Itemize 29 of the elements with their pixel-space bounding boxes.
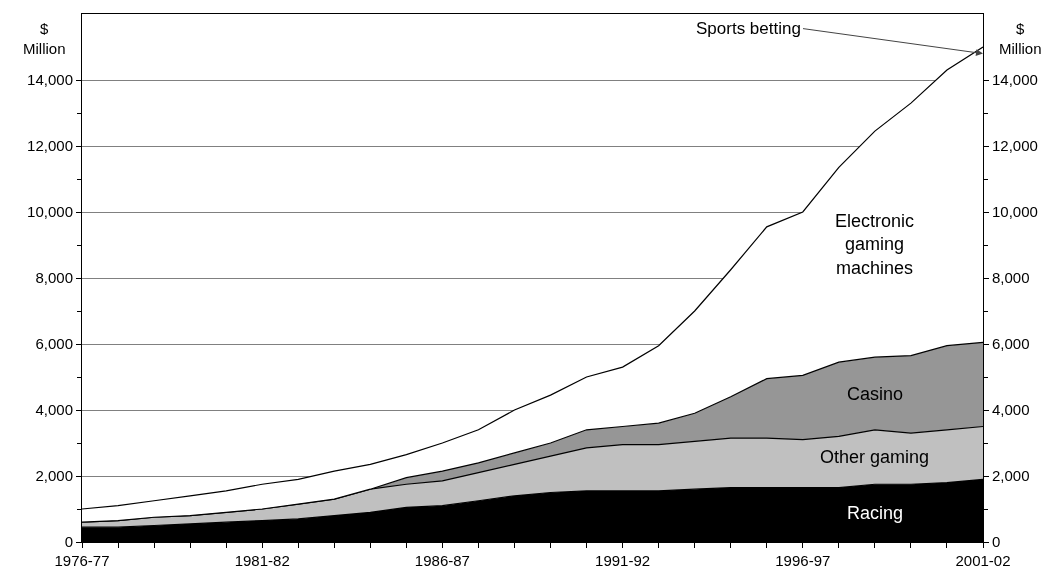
y-tick-label: 10,000: [27, 203, 73, 221]
annotation: Sports betting: [696, 19, 801, 38]
series-label: Casino: [847, 384, 904, 404]
series-label: Racing: [847, 503, 904, 523]
y2-tick-label: 10,000: [992, 203, 1038, 221]
x-tick-label: 1976-77: [54, 552, 110, 569]
y2-tick-label: 14,000: [992, 71, 1038, 89]
x-tick-label: 2001-02: [955, 552, 1011, 569]
y-tick-label: 0: [64, 533, 73, 551]
y-tick-label: 2,000: [35, 467, 73, 485]
series-label: Electronic gaming machines: [835, 211, 915, 278]
x-tick-label: 1981-82: [234, 552, 290, 569]
y2-tick-label: 4,000: [992, 401, 1030, 419]
y2-tick-label: 8,000: [992, 269, 1030, 287]
y-tick-label: 4,000: [35, 401, 73, 419]
y-axis-title: $ Million: [23, 20, 66, 57]
y-tick-label: 12,000: [27, 137, 73, 155]
series-label: Other gaming: [820, 447, 930, 467]
y2-tick-label: 2,000: [992, 467, 1030, 485]
x-tick-label: 1996-97: [775, 552, 831, 569]
y2-tick-label: 12,000: [992, 137, 1038, 155]
x-tick-label: 1986-87: [414, 552, 470, 569]
y2-tick-label: 6,000: [992, 335, 1030, 353]
y2-tick-label: 0: [992, 533, 1001, 551]
x-tick-label: 1991-92: [595, 552, 651, 569]
y-tick-label: 8,000: [35, 269, 73, 287]
y-tick-label: 14,000: [27, 71, 73, 89]
y-tick-label: 6,000: [35, 335, 73, 353]
y2-axis-title: $ Million: [999, 20, 1042, 57]
